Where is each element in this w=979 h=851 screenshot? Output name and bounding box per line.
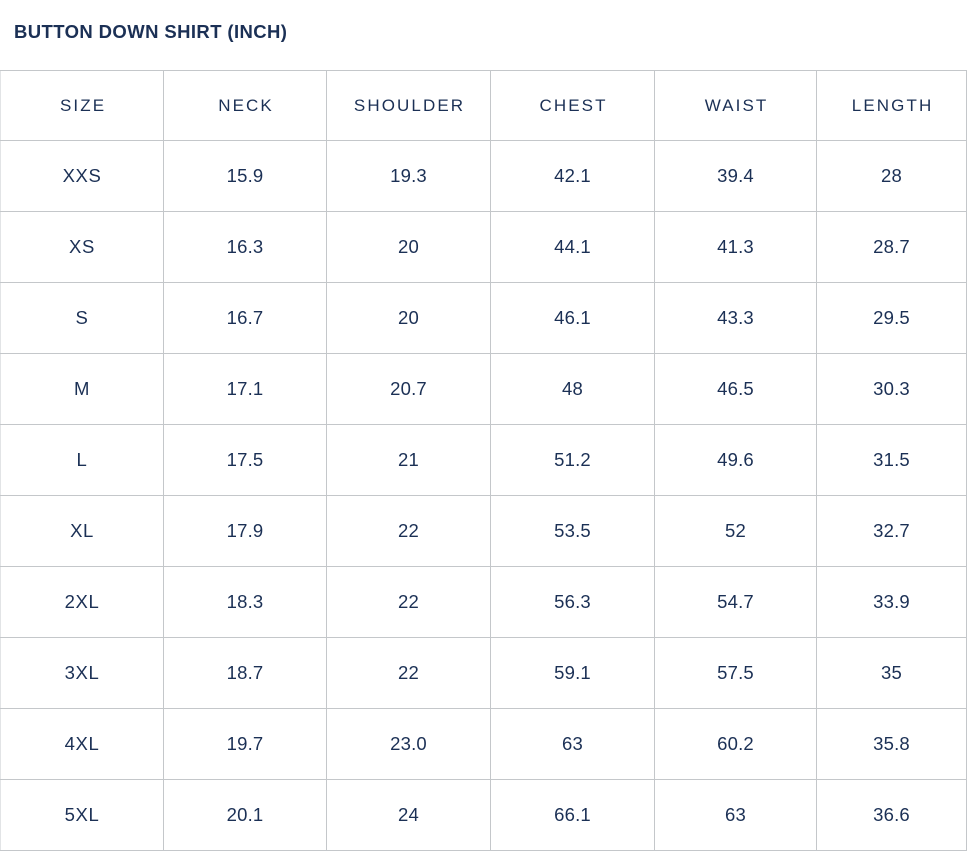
table-row: 5XL 20.1 24 66.1 63 36.6 — [0, 779, 967, 851]
cell-shoulder: 22 — [326, 566, 491, 638]
column-header-size: SIZE — [0, 70, 164, 141]
cell-size: M — [0, 353, 164, 425]
cell-size: 2XL — [0, 566, 164, 638]
cell-waist: 43.3 — [654, 282, 817, 354]
cell-size: S — [0, 282, 164, 354]
cell-size: XXS — [0, 140, 164, 212]
cell-waist: 57.5 — [654, 637, 817, 709]
cell-neck: 16.7 — [163, 282, 327, 354]
cell-waist: 63 — [654, 779, 817, 851]
cell-size: 4XL — [0, 708, 164, 780]
column-header-neck: NECK — [163, 70, 327, 141]
cell-length: 28.7 — [816, 211, 967, 283]
column-header-chest: CHEST — [490, 70, 655, 141]
cell-chest: 46.1 — [490, 282, 655, 354]
table-row: 2XL 18.3 22 56.3 54.7 33.9 — [0, 566, 967, 638]
cell-length: 29.5 — [816, 282, 967, 354]
cell-neck: 19.7 — [163, 708, 327, 780]
cell-shoulder: 20 — [326, 282, 491, 354]
cell-shoulder: 22 — [326, 495, 491, 567]
page-title: BUTTON DOWN SHIRT (INCH) — [14, 21, 288, 42]
cell-size: XS — [0, 211, 164, 283]
cell-neck: 18.3 — [163, 566, 327, 638]
cell-size: XL — [0, 495, 164, 567]
cell-length: 35.8 — [816, 708, 967, 780]
cell-size: 5XL — [0, 779, 164, 851]
cell-shoulder: 24 — [326, 779, 491, 851]
cell-neck: 18.7 — [163, 637, 327, 709]
cell-neck: 15.9 — [163, 140, 327, 212]
cell-waist: 49.6 — [654, 424, 817, 496]
cell-neck: 20.1 — [163, 779, 327, 851]
table-row: XL 17.9 22 53.5 52 32.7 — [0, 495, 967, 567]
cell-chest: 66.1 — [490, 779, 655, 851]
cell-chest: 63 — [490, 708, 655, 780]
cell-chest: 51.2 — [490, 424, 655, 496]
cell-waist: 54.7 — [654, 566, 817, 638]
table-header: SIZE NECK SHOULDER CHEST WAIST LENGTH — [0, 70, 967, 141]
cell-waist: 46.5 — [654, 353, 817, 425]
cell-neck: 17.9 — [163, 495, 327, 567]
cell-waist: 60.2 — [654, 708, 817, 780]
table-row: S 16.7 20 46.1 43.3 29.5 — [0, 282, 967, 354]
cell-length: 35 — [816, 637, 967, 709]
cell-length: 28 — [816, 140, 967, 212]
cell-neck: 16.3 — [163, 211, 327, 283]
cell-shoulder: 23.0 — [326, 708, 491, 780]
cell-length: 32.7 — [816, 495, 967, 567]
table-header-row: SIZE NECK SHOULDER CHEST WAIST LENGTH — [0, 70, 967, 141]
table-row: L 17.5 21 51.2 49.6 31.5 — [0, 424, 967, 496]
cell-chest: 53.5 — [490, 495, 655, 567]
cell-length: 30.3 — [816, 353, 967, 425]
cell-shoulder: 19.3 — [326, 140, 491, 212]
size-chart-table: SIZE NECK SHOULDER CHEST WAIST LENGTH XX… — [0, 70, 967, 851]
cell-chest: 42.1 — [490, 140, 655, 212]
column-header-waist: WAIST — [654, 70, 817, 141]
table-row: XS 16.3 20 44.1 41.3 28.7 — [0, 211, 967, 283]
cell-length: 36.6 — [816, 779, 967, 851]
column-header-shoulder: SHOULDER — [326, 70, 491, 141]
cell-chest: 48 — [490, 353, 655, 425]
cell-waist: 52 — [654, 495, 817, 567]
cell-chest: 59.1 — [490, 637, 655, 709]
cell-shoulder: 21 — [326, 424, 491, 496]
cell-shoulder: 20.7 — [326, 353, 491, 425]
cell-neck: 17.5 — [163, 424, 327, 496]
table-row: 3XL 18.7 22 59.1 57.5 35 — [0, 637, 967, 709]
cell-chest: 56.3 — [490, 566, 655, 638]
cell-waist: 39.4 — [654, 140, 817, 212]
cell-length: 33.9 — [816, 566, 967, 638]
cell-chest: 44.1 — [490, 211, 655, 283]
cell-shoulder: 20 — [326, 211, 491, 283]
table-body: XXS 15.9 19.3 42.1 39.4 28 XS 16.3 20 44.1 41.3 28.… — [0, 140, 967, 851]
column-header-length: LENGTH — [816, 70, 967, 141]
cell-neck: 17.1 — [163, 353, 327, 425]
cell-shoulder: 22 — [326, 637, 491, 709]
table-row: M 17.1 20.7 48 46.5 30.3 — [0, 353, 967, 425]
cell-size: L — [0, 424, 164, 496]
cell-size: 3XL — [0, 637, 164, 709]
table-row: 4XL 19.7 23.0 63 60.2 35.8 — [0, 708, 967, 780]
cell-length: 31.5 — [816, 424, 967, 496]
cell-waist: 41.3 — [654, 211, 817, 283]
table-row: XXS 15.9 19.3 42.1 39.4 28 — [0, 140, 967, 212]
